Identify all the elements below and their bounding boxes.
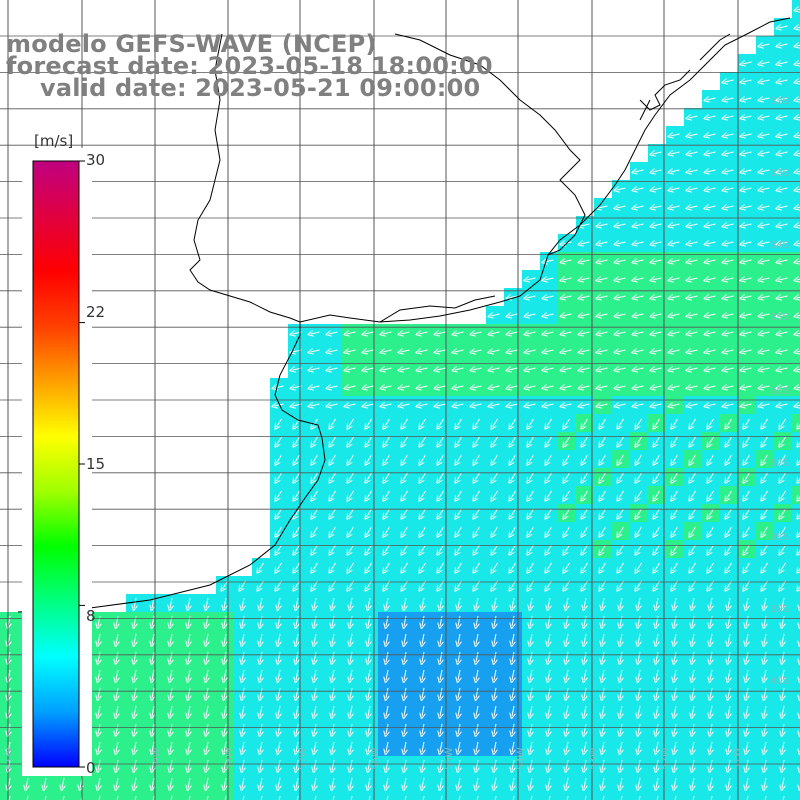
lat-label: 33S	[770, 168, 789, 179]
wind-cell	[792, 666, 800, 685]
colorbar-gradient	[32, 160, 80, 768]
wind-cell	[792, 540, 800, 559]
wind-cell	[792, 450, 800, 469]
lat-label: 36S	[770, 386, 789, 397]
colorbar	[22, 148, 92, 776]
wind-cell	[792, 576, 800, 595]
wind-cell	[792, 504, 800, 523]
wind-cell	[792, 774, 800, 793]
colorbar-tick-label: 30	[86, 151, 106, 169]
wind-cell	[792, 468, 800, 487]
lon-label: 59W	[152, 747, 163, 770]
lat-label: 34S	[770, 240, 789, 251]
wind-cell	[792, 756, 800, 775]
wind-cell	[792, 648, 800, 667]
lat-label: 39S	[770, 604, 789, 615]
colorbar-unit: [m/s]	[34, 132, 74, 150]
wind-cell	[792, 738, 800, 757]
colorbar-tick-label: 0	[86, 759, 96, 777]
wind-cell	[792, 522, 800, 541]
wind-cell	[792, 612, 800, 631]
lon-label: 56W	[370, 747, 381, 770]
lat-label: 38S	[770, 532, 789, 543]
colorbar-tick-label: 22	[86, 303, 106, 321]
lon-label: 58W	[224, 747, 235, 770]
wind-cell	[792, 792, 800, 800]
lon-label: 55W	[444, 747, 455, 770]
wind-cell	[792, 486, 800, 505]
wind-cell	[792, 702, 800, 721]
wind-cell	[792, 684, 800, 703]
lon-label: 53W	[588, 747, 599, 770]
wind-cell	[792, 558, 800, 577]
lat-label: 32S	[770, 96, 789, 107]
lat-label: 40S	[770, 676, 789, 687]
wind-cell	[792, 720, 800, 739]
lon-label: 57W	[298, 747, 309, 770]
title-valid-date: valid date: 2023-05-21 09:00:00	[40, 74, 481, 102]
lon-label: 54W	[516, 747, 527, 770]
lon-label: 51W	[732, 747, 743, 770]
wind-cell	[792, 414, 800, 433]
colorbar-tick-label: 8	[86, 607, 96, 625]
colorbar-tick-label: 15	[86, 455, 106, 473]
wind-cell	[792, 630, 800, 649]
lon-label: 61W	[4, 747, 15, 770]
lat-label: 35S	[770, 312, 789, 323]
wind-cell	[792, 594, 800, 613]
lat-label: 37S	[770, 458, 789, 469]
wind-cell	[792, 432, 800, 451]
lon-label: 52W	[660, 747, 671, 770]
